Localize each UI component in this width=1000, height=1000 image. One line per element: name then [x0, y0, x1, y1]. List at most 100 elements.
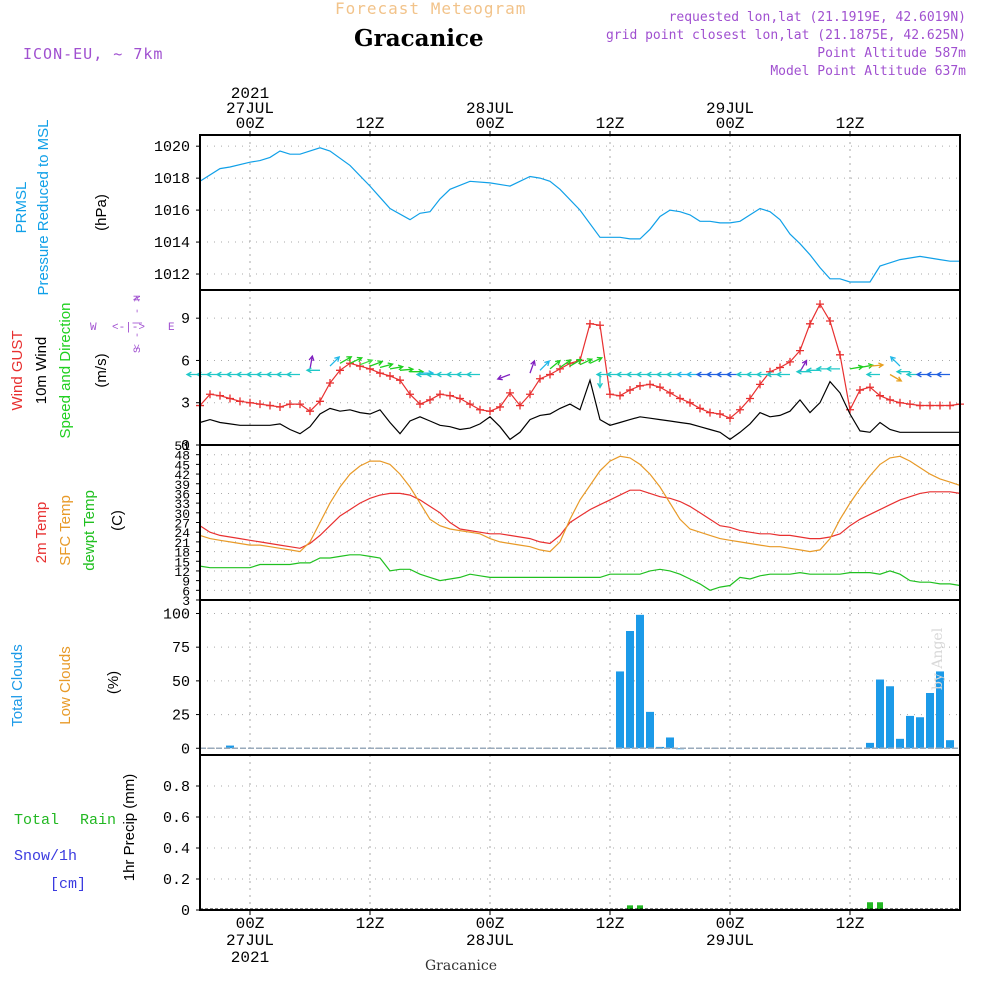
model-label: ICON-EU, ~ 7km	[23, 45, 164, 63]
legend-cm: [cm]	[50, 876, 86, 893]
y-tick-label: 6	[182, 584, 190, 599]
gust-marker	[656, 383, 664, 392]
gust-marker	[536, 374, 544, 383]
y-tick-label: 100	[163, 606, 190, 623]
y-tick-label: 0	[181, 903, 190, 920]
series-line	[199, 147, 960, 283]
bar	[886, 686, 894, 749]
wind-arrow	[339, 356, 353, 364]
y-tick-label: 0.2	[163, 872, 190, 889]
watermark: by Angel	[930, 627, 946, 690]
gust-marker	[836, 350, 844, 359]
gust-marker	[716, 410, 724, 418]
gust-marker	[556, 364, 564, 373]
bar	[936, 671, 944, 749]
y-tick-label: 1018	[154, 171, 190, 188]
compass-s: S	[133, 347, 144, 353]
gust-marker	[466, 400, 474, 409]
wind-arrow	[539, 360, 551, 371]
unit-label: (C)	[109, 510, 126, 531]
gust-marker	[526, 390, 534, 399]
gust-marker	[606, 390, 614, 399]
y-tick-label: 45	[174, 458, 190, 473]
wind-arrow	[285, 371, 300, 378]
y-tick-label: 48	[174, 449, 190, 464]
panel-frame	[199, 599, 961, 756]
y-tick-label: 0.4	[163, 841, 190, 858]
series-line	[199, 554, 961, 591]
gust-marker	[776, 363, 784, 372]
axis-label-direction: Speed and Direction	[57, 303, 74, 439]
y-tick-label: 36	[174, 487, 190, 502]
axis-label-sfc: SFC Temp	[57, 495, 74, 566]
gust-marker	[376, 369, 384, 378]
gust-marker	[396, 376, 404, 385]
y-tick-label: 1012	[154, 267, 190, 284]
bottom-time-label: 12Z	[356, 915, 385, 933]
bar	[616, 671, 624, 749]
y-tick-label: 6	[181, 353, 190, 370]
gust-marker	[516, 401, 524, 410]
bar	[666, 737, 674, 749]
gust-marker	[816, 300, 824, 309]
bottom-time-label: 12Z	[836, 915, 865, 933]
bar	[896, 738, 904, 749]
compass-e: E	[168, 322, 175, 334]
axis-label-pressure: Pressure Reduced to MSL	[35, 120, 52, 296]
wind-arrow	[369, 360, 384, 367]
series-line	[199, 455, 961, 553]
wind-arrow	[359, 358, 374, 366]
gust-marker	[886, 395, 894, 404]
gust-marker	[706, 408, 714, 417]
gust-marker	[236, 397, 244, 406]
series-line	[199, 378, 960, 441]
gust-marker	[336, 366, 344, 375]
y-tick-label: 0.8	[163, 779, 190, 796]
wind-arrow	[775, 371, 790, 378]
wind-arrow	[496, 373, 511, 381]
gust-marker	[916, 401, 924, 410]
gust-marker	[696, 404, 704, 413]
gust-marker	[636, 381, 644, 390]
top-time-label: 29JUL	[706, 100, 754, 118]
bar	[867, 902, 873, 910]
wind-arrow	[805, 367, 820, 374]
gust-marker	[586, 319, 594, 328]
y-tick-label: 3	[182, 594, 190, 609]
gust-marker	[256, 400, 264, 409]
axis-label-dew: dewpt Temp	[81, 490, 98, 571]
gust-marker	[326, 379, 334, 387]
gust-marker	[456, 394, 464, 403]
compass-w: W	[90, 322, 97, 334]
gust-marker	[906, 400, 914, 409]
compass-we-bar: <-|->	[112, 322, 145, 334]
gust-marker	[286, 400, 294, 409]
gust-marker	[936, 401, 944, 410]
unit-label: (m/s)	[93, 353, 110, 387]
model-point-altitude: Model Point Altitude 637m	[770, 64, 966, 79]
bottom-time-label: 00Z	[476, 915, 505, 933]
wind-arrow	[529, 359, 536, 374]
wind-arrow	[329, 355, 341, 367]
wind-arrow	[895, 368, 910, 375]
y-tick-label: 3	[181, 396, 190, 413]
bar	[637, 905, 643, 910]
wind-arrow	[308, 354, 315, 370]
y-tick-label: 15	[174, 555, 190, 570]
y-tick-label: 18	[174, 546, 190, 561]
wind-arrow	[549, 359, 562, 370]
axis-label-2m: 2m Temp	[33, 502, 50, 563]
wind-arrow	[825, 365, 840, 372]
gust-marker	[406, 390, 414, 399]
wind-arrow	[379, 362, 394, 369]
y-tick-label: 0.6	[163, 810, 190, 827]
top-time-label: 00Z	[716, 115, 745, 133]
gust-marker	[246, 398, 254, 407]
wind-arrow	[795, 368, 810, 375]
y-tick-label: 21	[174, 536, 190, 551]
y-tick-label: 39	[174, 478, 190, 493]
bar	[646, 711, 654, 749]
y-tick-label: 9	[182, 575, 190, 590]
gust-marker	[866, 383, 874, 392]
bottom-time-label: 12Z	[596, 915, 625, 933]
